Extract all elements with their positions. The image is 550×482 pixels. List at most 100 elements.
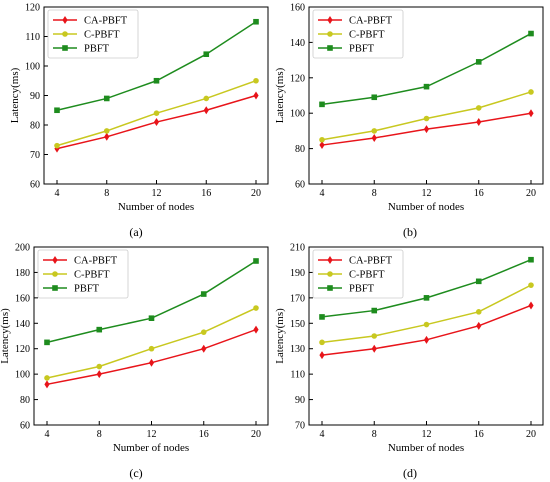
legend-label: CA-PBFT xyxy=(74,256,118,267)
x-tick-label: 4 xyxy=(320,188,325,199)
data-point xyxy=(96,363,103,370)
data-point xyxy=(103,128,110,134)
data-point xyxy=(104,132,110,141)
data-point xyxy=(54,142,60,149)
y-tick-label: 120 xyxy=(25,3,40,14)
data-point xyxy=(371,128,378,134)
x-axis-label: Number of nodes xyxy=(388,442,464,454)
legend-marker xyxy=(327,45,333,51)
data-point xyxy=(103,95,110,102)
data-point xyxy=(423,125,430,134)
data-point xyxy=(371,133,377,142)
panel-caption: (b) xyxy=(403,225,417,239)
y-tick-label: 80 xyxy=(30,121,40,132)
legend-marker xyxy=(327,285,333,291)
data-point xyxy=(253,305,259,311)
legend-label: CA-PBFT xyxy=(349,16,393,27)
data-point xyxy=(96,370,102,379)
y-tick-label: 120 xyxy=(290,73,305,84)
chart-panel-4: 70 90 110 130 150 170 190 210 4 8 12 16 20 Number of … xyxy=(274,243,544,480)
x-tick-label: 16 xyxy=(474,429,484,440)
y-tick-label: 140 xyxy=(290,38,305,49)
panel-caption: (a) xyxy=(129,225,142,239)
data-point xyxy=(528,89,534,95)
data-point xyxy=(148,315,155,321)
data-point xyxy=(475,105,482,111)
data-point xyxy=(423,115,430,122)
series-PBFT xyxy=(44,258,259,346)
panel-caption: (d) xyxy=(403,466,417,480)
data-point xyxy=(475,278,482,285)
data-point xyxy=(528,282,534,288)
y-tick-label: 100 xyxy=(15,370,30,381)
x-tick-label: 12 xyxy=(147,429,157,440)
data-point xyxy=(528,109,534,118)
x-tick-label: 8 xyxy=(372,429,377,440)
data-point xyxy=(201,344,207,353)
y-tick-label: 120 xyxy=(15,344,30,355)
series-line xyxy=(46,328,257,386)
x-tick-label: 20 xyxy=(251,429,261,440)
x-tick-label: 4 xyxy=(45,429,50,440)
data-point xyxy=(148,345,155,352)
legend-label: CA-PBFT xyxy=(84,16,128,27)
legend-marker xyxy=(52,256,58,264)
panel-caption: (c) xyxy=(129,466,142,480)
data-point xyxy=(153,110,160,116)
series-CA-PBFT xyxy=(54,91,259,153)
legend: CA-PBFT C-PBFT PBFT xyxy=(312,9,404,59)
y-tick-label: 100 xyxy=(25,62,40,73)
y-tick-label: 160 xyxy=(290,3,305,14)
x-tick-label: 12 xyxy=(422,429,432,440)
chart-panel-1: 60 70 80 90 100 110 120 4 8 12 16 20 Number of nodes… xyxy=(9,3,269,239)
data-point xyxy=(148,358,155,367)
legend-label: C-PBFT xyxy=(349,30,385,41)
x-tick-label: 8 xyxy=(97,429,102,440)
data-point xyxy=(203,51,210,57)
x-tick-label: 12 xyxy=(422,188,432,199)
legend-marker xyxy=(62,16,68,24)
legend-marker xyxy=(327,16,333,24)
legend-label: C-PBFT xyxy=(84,30,120,41)
series-CA-PBFT xyxy=(319,109,534,150)
y-tick-label: 70 xyxy=(295,421,305,432)
y-tick-label: 110 xyxy=(25,32,40,43)
data-point xyxy=(319,314,325,320)
series-C-PBFT xyxy=(44,305,259,381)
y-tick-label: 70 xyxy=(30,150,40,161)
x-tick-label: 20 xyxy=(526,188,536,199)
y-tick-label: 190 xyxy=(290,268,305,279)
series-CA-PBFT xyxy=(319,301,534,360)
legend-label: PBFT xyxy=(84,44,110,55)
data-point xyxy=(253,18,259,25)
y-tick-label: 200 xyxy=(15,243,30,254)
data-point xyxy=(528,30,534,37)
y-tick-label: 110 xyxy=(290,370,305,381)
x-tick-label: 8 xyxy=(372,188,377,199)
legend: CA-PBFT C-PBFT PBFT xyxy=(47,9,139,59)
data-point xyxy=(423,335,430,344)
legend-label: C-PBFT xyxy=(349,270,385,281)
data-point xyxy=(319,351,325,360)
y-tick-label: 100 xyxy=(290,109,305,120)
y-axis-label: Latency(ms) xyxy=(274,308,286,364)
legend-marker xyxy=(52,285,58,291)
legend-marker xyxy=(62,31,68,37)
x-axis-label: Number of nodes xyxy=(113,442,189,454)
data-point xyxy=(153,118,160,127)
x-tick-label: 4 xyxy=(55,188,60,199)
data-point xyxy=(153,77,160,84)
x-tick-label: 16 xyxy=(201,188,211,199)
data-point xyxy=(253,258,259,264)
legend-label: PBFT xyxy=(74,284,100,295)
legend-label: PBFT xyxy=(349,284,375,295)
data-point xyxy=(319,339,325,346)
data-point xyxy=(423,295,430,301)
data-point xyxy=(476,118,482,127)
data-point xyxy=(253,91,259,100)
x-tick-label: 12 xyxy=(152,188,162,199)
series-C-PBFT xyxy=(54,77,259,149)
legend-box xyxy=(37,249,129,299)
data-point xyxy=(423,321,430,328)
legend-label: CA-PBFT xyxy=(349,256,393,267)
